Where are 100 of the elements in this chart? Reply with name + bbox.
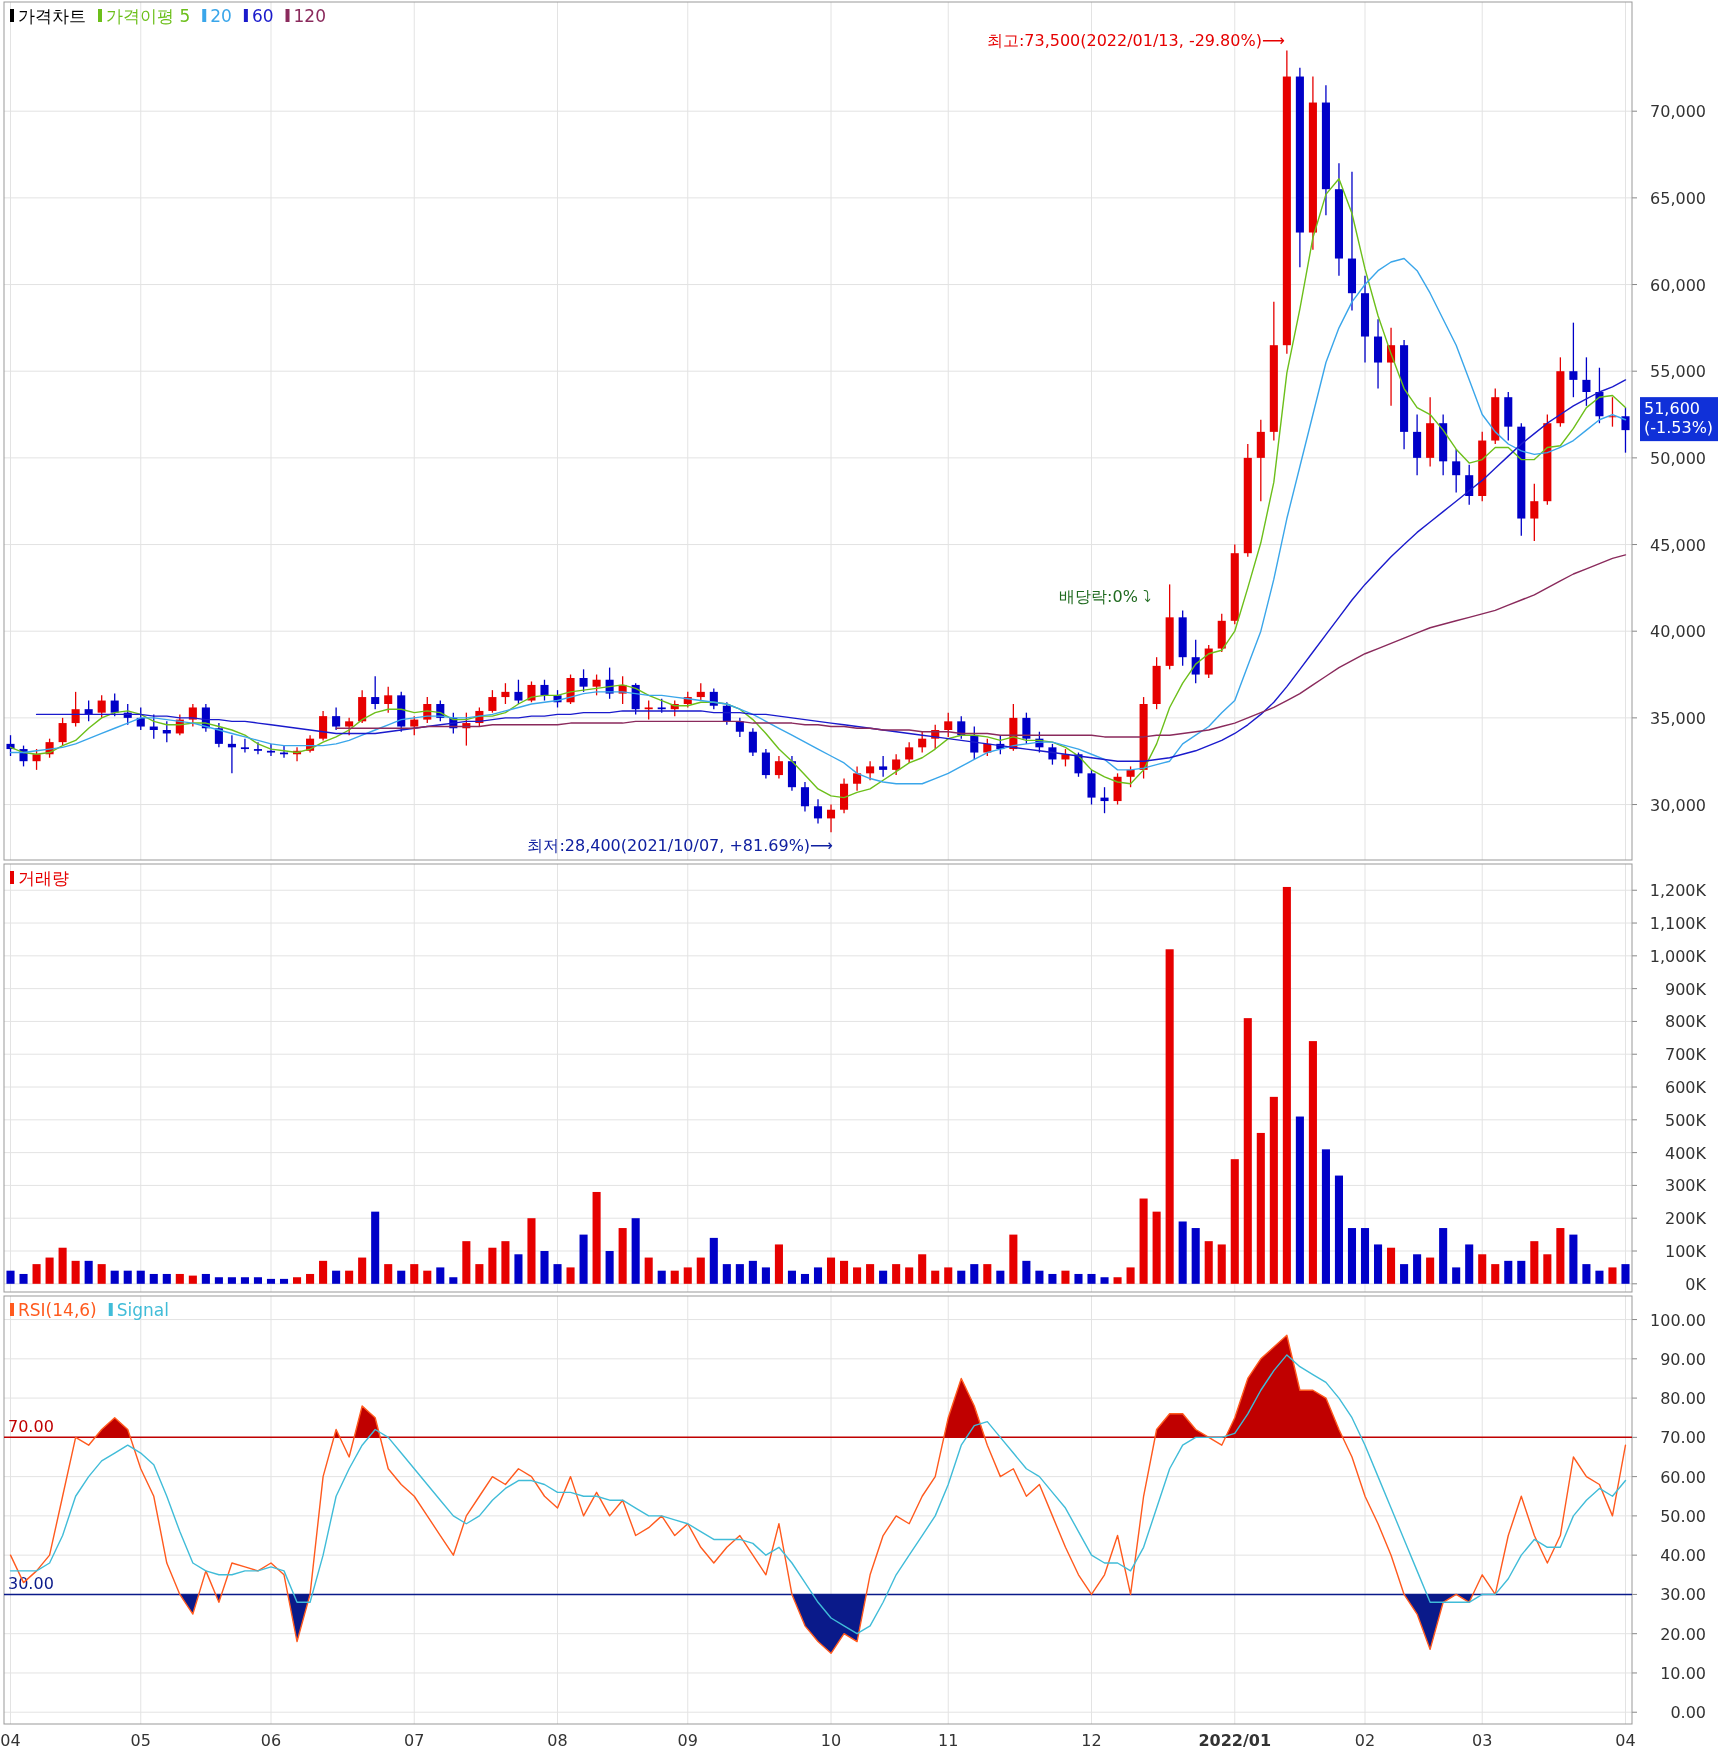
candlestick (905, 741, 914, 764)
candlestick (592, 673, 601, 696)
bar (423, 1270, 432, 1284)
bar (1022, 1260, 1031, 1284)
candlestick (84, 699, 93, 722)
y-tick-label: 60.00 (1660, 1467, 1706, 1487)
y-tick-label: 40.00 (1660, 1546, 1706, 1566)
y-tick-label: 100K (1664, 1242, 1707, 1261)
candlestick (918, 731, 927, 754)
candlestick (266, 743, 276, 757)
bar (853, 1267, 862, 1284)
chart-title: 가격차트 (18, 6, 86, 26)
y-tick-label: 70.00 (1660, 1428, 1706, 1448)
bar (996, 1270, 1005, 1284)
bar (84, 1260, 93, 1284)
y-tick-label: 35,000 (1650, 708, 1706, 728)
bar (1217, 1244, 1226, 1284)
bar (149, 1273, 158, 1284)
y-tick-label: 40,000 (1650, 622, 1706, 642)
bar (123, 1270, 132, 1284)
x-tick-label: 05 (130, 1731, 151, 1750)
candlestick (1530, 483, 1539, 542)
annotation: 배당락:0% ⤵ (1059, 587, 1151, 606)
bar (6, 1270, 15, 1284)
candlestick (110, 692, 119, 717)
bar (436, 1267, 445, 1284)
bar (293, 1277, 302, 1284)
bar (306, 1273, 315, 1284)
bar (1087, 1273, 1096, 1284)
bar (813, 1267, 823, 1284)
bar (1035, 1270, 1044, 1284)
bar (462, 1241, 471, 1284)
bar (892, 1264, 901, 1284)
x-tick-label: 03 (1472, 1731, 1493, 1750)
bar (1230, 1159, 1239, 1284)
bar (1543, 1254, 1552, 1284)
candlestick (1074, 751, 1083, 778)
x-tick-label: 11 (938, 1731, 959, 1750)
x-tick-label: 08 (547, 1731, 568, 1750)
y-tick-label: 1,200K (1649, 881, 1707, 901)
y-tick-label: 65,000 (1650, 188, 1706, 208)
candlestick (253, 741, 263, 755)
candlestick (826, 803, 836, 833)
bar (371, 1211, 380, 1284)
annotation: 최저:28,400(2021/10/07, +81.69%)⟶ (527, 836, 834, 856)
y-tick-label: 0.00 (1670, 1703, 1706, 1723)
y-tick-label: 200K (1664, 1209, 1707, 1229)
bar (1178, 1221, 1187, 1284)
candlestick (1569, 322, 1578, 398)
candlestick (735, 717, 744, 738)
bar (201, 1273, 210, 1284)
bar (1269, 1096, 1278, 1284)
bar (1074, 1273, 1083, 1284)
bar (1517, 1260, 1526, 1284)
y-tick-label: 60,000 (1650, 275, 1706, 295)
bar (1491, 1264, 1500, 1284)
y-tick-label: 400K (1664, 1143, 1707, 1163)
bar (501, 1241, 510, 1284)
bar (475, 1264, 484, 1284)
bar (1569, 1234, 1578, 1284)
bar (1321, 1149, 1330, 1284)
legend-label: 60 (251, 6, 274, 26)
legend-label: Signal (116, 1300, 169, 1320)
candlestick (384, 686, 393, 714)
candlestick (71, 691, 80, 728)
candlestick (1465, 464, 1474, 506)
ref-line-label: 30.00 (8, 1574, 54, 1594)
candlestick (1022, 712, 1031, 745)
y-tick-label: 0K (1685, 1274, 1707, 1294)
y-tick-label: 500K (1664, 1110, 1707, 1130)
bar (1413, 1254, 1422, 1284)
bar (696, 1257, 705, 1284)
bar (358, 1257, 367, 1284)
bar (514, 1254, 523, 1284)
bar (1295, 1116, 1304, 1284)
bar (540, 1251, 549, 1284)
bar (722, 1264, 731, 1284)
bar (1191, 1228, 1200, 1284)
bar (605, 1251, 614, 1284)
bar (1256, 1132, 1265, 1284)
bar (1582, 1264, 1591, 1284)
bar (553, 1264, 562, 1284)
candlestick (410, 715, 419, 736)
y-tick-label: 100.00 (1650, 1310, 1706, 1330)
bar (240, 1277, 249, 1284)
y-tick-label: 30,000 (1650, 795, 1706, 815)
y-tick-label: 10.00 (1660, 1663, 1706, 1683)
x-tick-label: 07 (404, 1731, 425, 1750)
y-tick-label: 90.00 (1660, 1349, 1706, 1369)
legend-label: 120 (293, 6, 326, 26)
bar (1595, 1270, 1604, 1284)
legend-label: 거래량 (18, 868, 69, 888)
bar (188, 1275, 197, 1284)
bar (618, 1228, 627, 1284)
y-tick-label: 55,000 (1650, 362, 1706, 382)
bar (162, 1273, 171, 1284)
bar (1113, 1277, 1122, 1284)
candlestick (879, 755, 888, 778)
bar (214, 1277, 223, 1284)
y-tick-label: 1,000K (1649, 946, 1707, 966)
